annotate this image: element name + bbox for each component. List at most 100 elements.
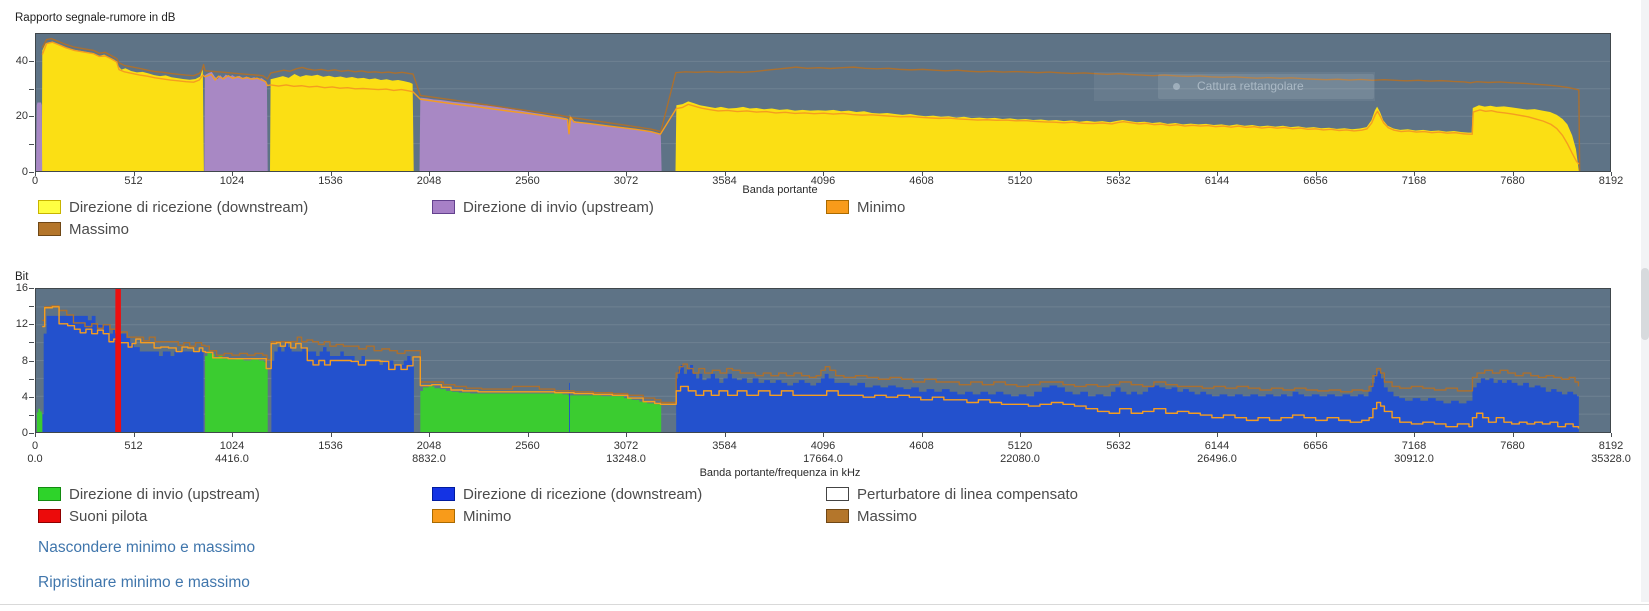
x-tick-label: 1024	[219, 440, 245, 452]
x-tick-label: 6144	[1204, 440, 1230, 452]
x-tick-label: 6656	[1303, 440, 1328, 452]
x-tick-mark	[527, 172, 529, 176]
series-line-massimo	[42, 306, 1578, 403]
x-tick-mark	[921, 172, 923, 176]
snr-chart-plot: Cattura rettangolare	[35, 33, 1611, 172]
legend-swatch-icon	[826, 200, 849, 214]
y-tick-label: 0	[21, 166, 28, 178]
x-tick-label-khz: 22080.0	[1000, 453, 1040, 465]
series-suoni-pilota	[115, 289, 122, 432]
legend-item: Direzione di invio (upstream)	[38, 486, 432, 503]
x-tick-mark	[133, 433, 135, 437]
scrollbar-thumb[interactable]	[1641, 268, 1649, 340]
x-tick-mark	[1315, 433, 1317, 437]
x-tick-mark	[1414, 172, 1415, 176]
legend-label: Minimo	[463, 507, 512, 525]
y-tick-mark	[29, 433, 34, 434]
x-tick-mark	[626, 172, 627, 176]
camera-icon	[1173, 83, 1180, 90]
x-tick-label: 1536	[318, 175, 343, 187]
x-tick-label: 6656	[1303, 175, 1328, 187]
x-tick-label-khz: 0.0	[27, 453, 43, 465]
series-direzione-di-invio-upstream-	[36, 351, 662, 432]
x-tick-mark	[1611, 433, 1612, 437]
x-tick-label: 7680	[1500, 440, 1525, 452]
legend-label: Massimo	[69, 220, 130, 238]
legend-item: Minimo	[432, 507, 826, 525]
y-tick-mark	[29, 144, 34, 146]
x-tick-label: 3584	[712, 175, 737, 187]
x-tick-label: 7168	[1401, 440, 1427, 452]
legend-swatch-icon	[432, 487, 455, 501]
series-direzione-di-invio-upstream-	[36, 71, 662, 171]
legend-label: Direzione di ricezione (downstream)	[69, 198, 309, 216]
y-tick-mark	[29, 116, 34, 118]
series-line-minimo	[42, 42, 1579, 164]
x-tick-label: 0	[31, 440, 39, 452]
x-tick-label: 5632	[1106, 440, 1131, 452]
overlay-label: Cattura rettangolare	[1197, 79, 1304, 93]
y-tick-label: 12	[15, 318, 28, 331]
snr-legend: Direzione di ricezione (downstream) Direz…	[38, 198, 1618, 238]
x-tick-mark	[232, 433, 233, 437]
legend-swatch-icon	[38, 509, 61, 523]
bit-legend: Direzione di invio (upstream) Direzione d…	[38, 485, 1618, 525]
legend-label: Direzione di invio (upstream)	[463, 198, 654, 216]
legend-label: Perturbatore di linea compensato	[857, 485, 1078, 503]
restore-min-max-link[interactable]: Ripristinare minimo e massimo	[38, 574, 250, 591]
x-tick-label: 4096	[810, 175, 836, 187]
y-tick-label: 8	[21, 354, 28, 367]
legend-swatch-icon	[432, 509, 455, 523]
x-tick-label: 0	[31, 175, 39, 187]
y-tick-label: 40	[15, 54, 28, 67]
x-tick-mark	[1020, 172, 1021, 176]
x-tick-label: 3072	[613, 175, 639, 187]
hide-min-max-link[interactable]: Nascondere minimo e massimo	[38, 539, 256, 556]
legend-item: Minimo	[826, 199, 1618, 216]
y-tick-label: 16	[15, 282, 28, 294]
legend-label: Massimo	[857, 507, 918, 525]
bit-chart-plot	[35, 288, 1611, 433]
bottom-divider	[0, 604, 1649, 605]
y-tick-mark	[29, 396, 34, 398]
x-tick-label: 7168	[1401, 175, 1427, 187]
x-tick-mark	[1315, 172, 1317, 176]
x-tick-label: 2560	[515, 175, 540, 187]
y-tick-mark	[29, 360, 34, 362]
x-tick-label: 8192	[1598, 440, 1624, 452]
legend-swatch-icon	[432, 200, 455, 214]
x-tick-label: 1536	[318, 440, 343, 452]
legend-item: Suoni pilota	[38, 508, 432, 525]
legend-swatch-icon	[38, 222, 61, 236]
series-line-minimo	[42, 307, 1578, 429]
x-tick-label: 6144	[1204, 175, 1230, 187]
x-tick-mark	[330, 172, 332, 176]
y-tick-mark	[29, 414, 34, 416]
x-tick-mark	[429, 433, 430, 437]
y-tick-mark	[29, 60, 34, 62]
bit-x-axis-label: Banda portante/frequenza in kHz	[699, 467, 861, 479]
y-tick-mark	[29, 324, 34, 326]
snr-chart-canvas	[36, 34, 1610, 171]
x-tick-label-khz: 35328.0	[1591, 453, 1631, 465]
legend-swatch-icon	[826, 509, 849, 523]
y-tick-mark	[29, 342, 34, 344]
x-tick-label-khz: 13248.0	[606, 453, 646, 465]
y-tick-label: 0	[21, 427, 28, 439]
x-tick-mark	[330, 433, 332, 437]
x-tick-mark	[1611, 172, 1612, 176]
x-tick-mark	[133, 172, 135, 176]
x-tick-label-khz: 4416.0	[215, 453, 249, 465]
screenshot-tool-overlay: Cattura rettangolare	[1094, 72, 1375, 101]
y-tick-mark	[29, 172, 34, 173]
x-tick-mark	[35, 172, 36, 176]
x-tick-label: 4608	[909, 440, 934, 452]
x-tick-label: 5120	[1007, 175, 1033, 187]
x-tick-label-khz: 8832.0	[412, 453, 446, 465]
x-tick-mark	[1512, 433, 1514, 437]
x-tick-label: 3584	[712, 440, 737, 452]
x-tick-mark	[626, 433, 627, 437]
bit-chart-title: Bit	[15, 271, 29, 283]
y-tick-label: 4	[21, 390, 28, 403]
legend-swatch-icon	[826, 487, 849, 501]
